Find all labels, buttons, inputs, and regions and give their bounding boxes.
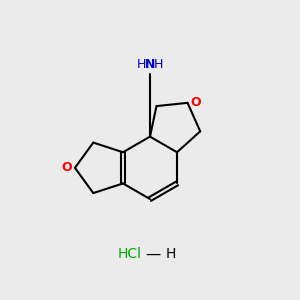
Text: H: H <box>154 58 164 71</box>
Text: H: H <box>136 58 146 71</box>
Text: —: — <box>145 247 160 262</box>
Text: O: O <box>190 96 201 109</box>
Text: HCl: HCl <box>117 247 141 261</box>
Text: O: O <box>61 161 72 174</box>
Text: H: H <box>166 247 176 261</box>
Text: N: N <box>145 58 155 71</box>
